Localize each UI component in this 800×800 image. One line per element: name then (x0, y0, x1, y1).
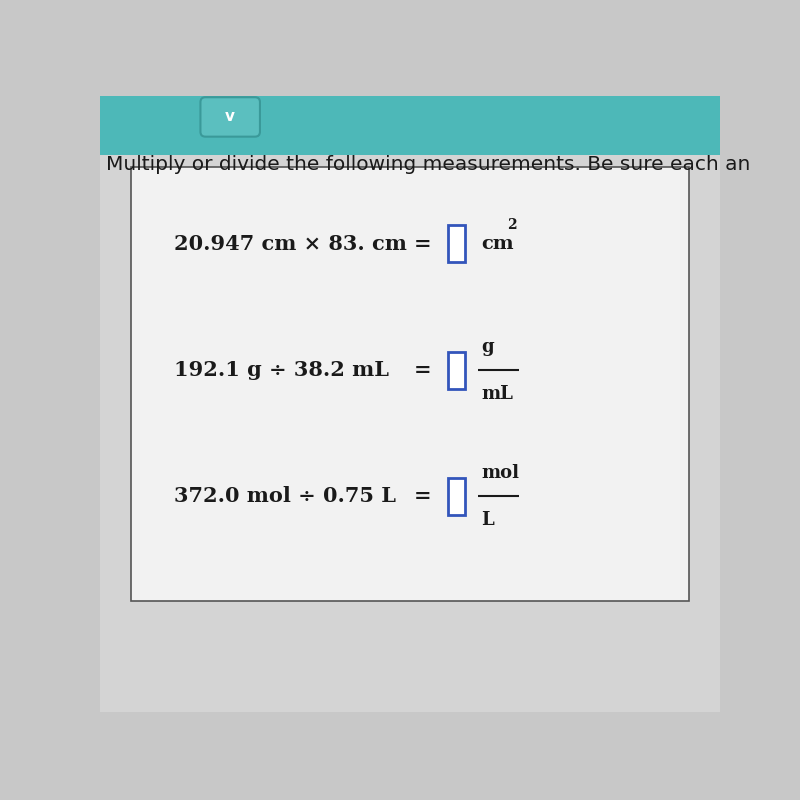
FancyBboxPatch shape (448, 226, 465, 262)
FancyBboxPatch shape (100, 96, 720, 158)
Text: mL: mL (482, 385, 513, 402)
FancyBboxPatch shape (100, 154, 720, 712)
Text: v: v (226, 110, 235, 125)
FancyBboxPatch shape (131, 167, 689, 601)
Text: =: = (414, 234, 431, 254)
Text: 20.947 cm × 83. cm: 20.947 cm × 83. cm (174, 234, 407, 254)
Text: =: = (414, 486, 431, 506)
FancyBboxPatch shape (448, 352, 465, 389)
FancyBboxPatch shape (448, 478, 465, 515)
Text: 2: 2 (507, 218, 517, 232)
Text: g: g (482, 338, 494, 356)
Text: mol: mol (482, 464, 519, 482)
Text: 192.1 g ÷ 38.2 mL: 192.1 g ÷ 38.2 mL (174, 360, 390, 380)
Text: 372.0 mol ÷ 0.75 L: 372.0 mol ÷ 0.75 L (174, 486, 397, 506)
Text: =: = (414, 360, 431, 380)
Text: L: L (482, 511, 494, 529)
FancyBboxPatch shape (201, 98, 260, 137)
Text: Multiply or divide the following measurements. Be sure each an: Multiply or divide the following measure… (106, 154, 750, 174)
Text: cm: cm (482, 235, 514, 253)
